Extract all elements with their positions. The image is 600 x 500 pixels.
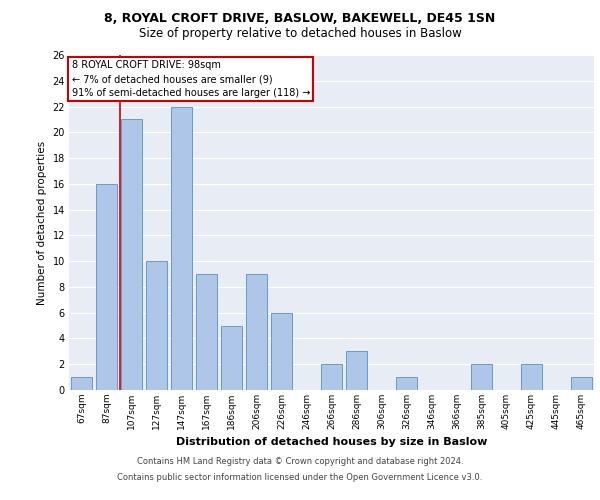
- Bar: [571, 377, 592, 390]
- Text: 8 ROYAL CROFT DRIVE: 98sqm
← 7% of detached houses are smaller (9)
91% of semi-d: 8 ROYAL CROFT DRIVE: 98sqm ← 7% of detac…: [71, 60, 310, 98]
- Bar: [121, 120, 142, 390]
- Bar: [171, 106, 192, 390]
- Bar: [471, 364, 492, 390]
- Bar: [521, 364, 542, 390]
- Bar: [96, 184, 117, 390]
- Text: Contains public sector information licensed under the Open Government Licence v3: Contains public sector information licen…: [118, 472, 482, 482]
- Bar: [246, 274, 267, 390]
- Bar: [221, 326, 242, 390]
- Bar: [321, 364, 342, 390]
- X-axis label: Distribution of detached houses by size in Baslow: Distribution of detached houses by size …: [176, 438, 487, 448]
- Bar: [271, 312, 292, 390]
- Text: 8, ROYAL CROFT DRIVE, BASLOW, BAKEWELL, DE45 1SN: 8, ROYAL CROFT DRIVE, BASLOW, BAKEWELL, …: [104, 12, 496, 26]
- Y-axis label: Number of detached properties: Number of detached properties: [37, 140, 47, 304]
- Text: Size of property relative to detached houses in Baslow: Size of property relative to detached ho…: [139, 28, 461, 40]
- Bar: [146, 261, 167, 390]
- Bar: [71, 377, 92, 390]
- Bar: [196, 274, 217, 390]
- Text: Contains HM Land Registry data © Crown copyright and database right 2024.: Contains HM Land Registry data © Crown c…: [137, 458, 463, 466]
- Bar: [346, 352, 367, 390]
- Bar: [396, 377, 417, 390]
